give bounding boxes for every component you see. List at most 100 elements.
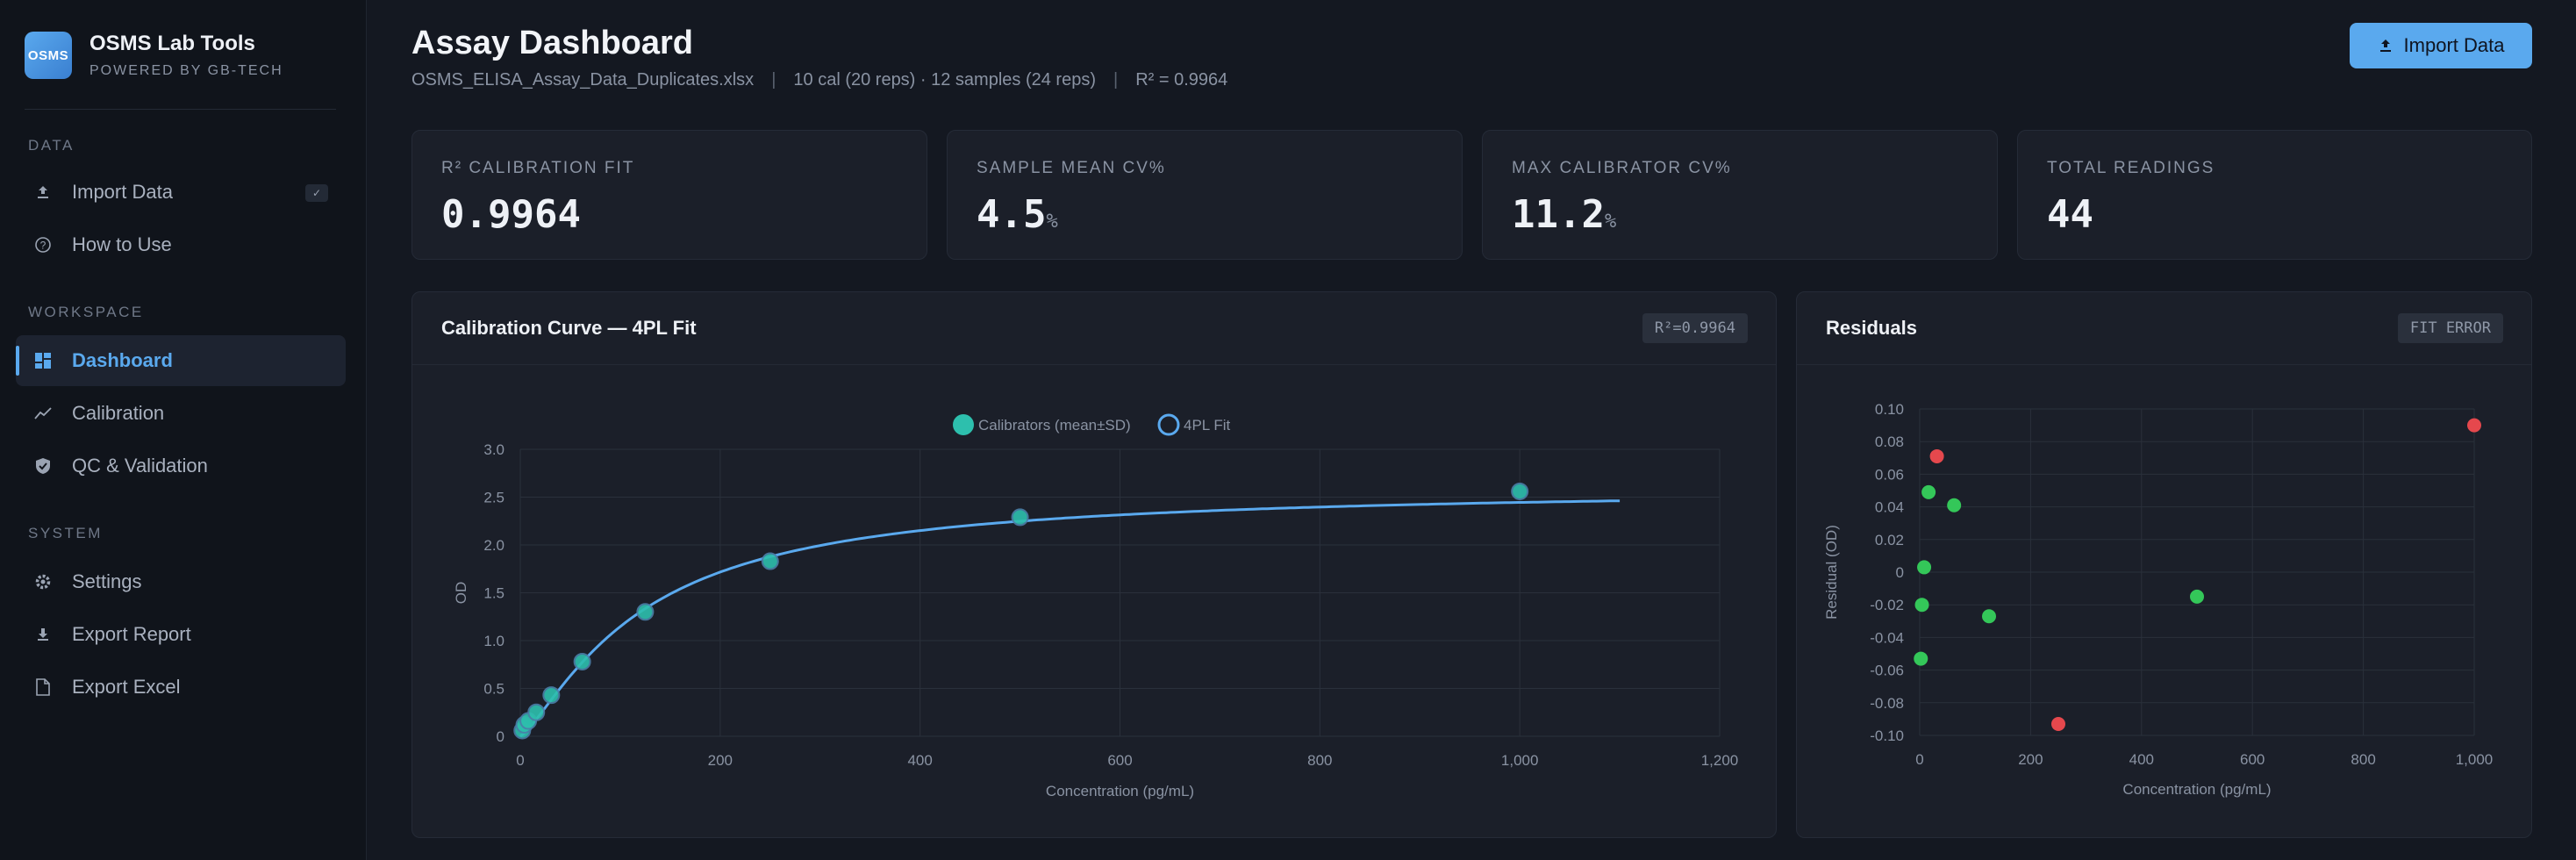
- residual-point: [2190, 589, 2204, 604]
- calibrator-point: [1511, 482, 1529, 500]
- y-tick-label: 0: [1896, 564, 1904, 581]
- brand-divider: [25, 109, 336, 110]
- y-tick-label: 0: [497, 728, 504, 745]
- residual-point-flagged: [2467, 418, 2481, 433]
- dashboard-icon: [33, 351, 53, 370]
- legend-swatch-calibrators: [953, 414, 974, 435]
- panel-title: Calibration Curve — 4PL Fit: [441, 317, 697, 339]
- sidebar-item-label: Export Excel: [72, 676, 181, 698]
- page-title: Assay Dashboard: [411, 25, 694, 61]
- stat-label: R² CALIBRATION FIT: [441, 159, 635, 177]
- chart-grid: [519, 448, 1721, 737]
- x-tick-label: 0: [1915, 751, 1923, 768]
- sidebar: OSMS OSMS Lab Tools POWERED BY GB-TECH D…: [0, 0, 367, 860]
- panel-divider: [412, 364, 1776, 365]
- sidebar-item-calibration[interactable]: Calibration: [16, 388, 346, 439]
- calibrator-point: [542, 686, 561, 705]
- help-circle-icon: ?: [33, 235, 53, 254]
- residual-point: [1921, 484, 1936, 499]
- y-tick-label: 0.02: [1875, 532, 1904, 548]
- sidebar-item-settings[interactable]: Settings: [16, 556, 346, 607]
- brand-logo: OSMS: [25, 32, 72, 79]
- download-icon: [33, 625, 53, 644]
- stat-card-r2: R² CALIBRATION FIT 0.9964: [411, 130, 927, 260]
- chart-grid: [1919, 408, 2475, 736]
- brand-title: OSMS Lab Tools: [89, 32, 255, 55]
- y-tick-label: 1.0: [483, 633, 504, 649]
- stat-label: TOTAL READINGS: [2047, 159, 2215, 177]
- y-tick-label: 0.06: [1875, 466, 1904, 483]
- sidebar-item-dashboard[interactable]: Dashboard: [16, 335, 346, 386]
- sidebar-item-export-report[interactable]: Export Report: [16, 609, 346, 660]
- legend-label-fit: 4PL Fit: [1184, 417, 1231, 434]
- stat-label: MAX CALIBRATOR CV%: [1512, 159, 1732, 177]
- y-tick-label: -0.06: [1870, 663, 1904, 679]
- sidebar-item-label: QC & Validation: [72, 455, 208, 477]
- sidebar-item-label: Dashboard: [72, 349, 173, 371]
- import-data-label: Import Data: [2403, 34, 2505, 56]
- y-axis-label: Residual (OD): [1823, 525, 1840, 620]
- trend-line-icon: [33, 404, 53, 423]
- y-tick-label: -0.08: [1870, 695, 1904, 712]
- x-axis-label: Concentration (pg/mL): [1046, 783, 1194, 799]
- sidebar-item-label: Calibration: [72, 402, 165, 424]
- sidebar-item-export-excel[interactable]: Export Excel: [16, 662, 346, 713]
- sidebar-item-label: Export Report: [72, 623, 191, 645]
- y-tick-label: 0.10: [1875, 401, 1904, 418]
- x-tick-label: 800: [1307, 752, 1332, 769]
- x-tick-label: 1,000: [1501, 752, 1539, 769]
- shield-check-icon: [33, 456, 53, 476]
- sidebar-item-qc-validation[interactable]: QC & Validation: [16, 441, 346, 491]
- brand: OSMS OSMS Lab Tools POWERED BY GB-TECH: [25, 32, 283, 79]
- nav-section-system: SYSTEM: [28, 525, 103, 541]
- calibrator-point: [527, 703, 546, 721]
- fit-error-badge: FIT ERROR: [2397, 313, 2503, 343]
- dataset-r2: R² = 0.9964: [1135, 70, 1228, 90]
- stat-value: 44: [2047, 192, 2093, 237]
- x-tick-label: 0: [516, 752, 524, 769]
- stat-value: 11.2%: [1512, 192, 1617, 237]
- y-tick-label: -0.10: [1870, 727, 1904, 744]
- residual-point: [1982, 609, 1996, 624]
- stat-card-sample-cv: SAMPLE MEAN CV% 4.5%: [947, 130, 1463, 260]
- legend-swatch-fit: [1157, 413, 1180, 436]
- panel-divider: [1797, 364, 2531, 365]
- sidebar-item-how-to-use[interactable]: ? How to Use: [16, 219, 346, 270]
- dataset-counts: 10 cal (20 reps) · 12 samples (24 reps): [793, 70, 1096, 90]
- residual-point: [1914, 651, 1928, 666]
- residual-point-flagged: [1929, 448, 1944, 463]
- calibrator-point: [1011, 508, 1029, 527]
- y-tick-label: 3.0: [483, 441, 504, 458]
- stat-value: 0.9964: [441, 192, 581, 237]
- calibrator-point: [573, 652, 591, 670]
- fit-line: [519, 499, 1621, 738]
- upload-icon: [33, 183, 53, 202]
- x-tick-label: 400: [2129, 751, 2154, 768]
- nav-section-workspace: WORKSPACE: [28, 304, 144, 320]
- x-tick-label: 400: [907, 752, 932, 769]
- y-tick-label: 0.08: [1875, 434, 1904, 450]
- y-tick-label: 2.5: [483, 490, 504, 506]
- separator: |: [1113, 70, 1119, 90]
- y-tick-label: -0.04: [1870, 629, 1904, 646]
- residuals-panel: Residuals FIT ERROR -0.10 -0.08 -0.06 -0.04…: [1796, 291, 2532, 838]
- stat-card-total-readings: TOTAL READINGS 44: [2017, 130, 2532, 260]
- r2-badge: R²=0.9964: [1642, 313, 1748, 343]
- x-tick-label: 1,200: [1701, 752, 1739, 769]
- dataset-file-name: OSMS_ELISA_Assay_Data_Duplicates.xlsx: [411, 70, 755, 90]
- fit-line-layer: [519, 499, 1621, 738]
- residual-point-flagged: [2051, 716, 2065, 731]
- nav-section-data: DATA: [28, 137, 75, 154]
- sidebar-item-label: Import Data: [72, 181, 173, 203]
- x-tick-label: 200: [2018, 751, 2043, 768]
- y-tick-label: 0.5: [483, 681, 504, 698]
- y-tick-label: -0.02: [1870, 597, 1904, 613]
- x-tick-label: 1,000: [2456, 751, 2494, 768]
- sidebar-item-import-data[interactable]: Import Data ✓: [16, 167, 346, 218]
- import-data-button[interactable]: Import Data: [2350, 23, 2532, 68]
- chart-legend: Calibrators (mean±SD) 4PL Fit: [953, 413, 1231, 436]
- sidebar-item-label: How to Use: [72, 233, 172, 255]
- x-tick-label: 800: [2351, 751, 2375, 768]
- residual-point: [1917, 560, 1932, 575]
- x-axis-label: Concentration (pg/mL): [2122, 781, 2271, 798]
